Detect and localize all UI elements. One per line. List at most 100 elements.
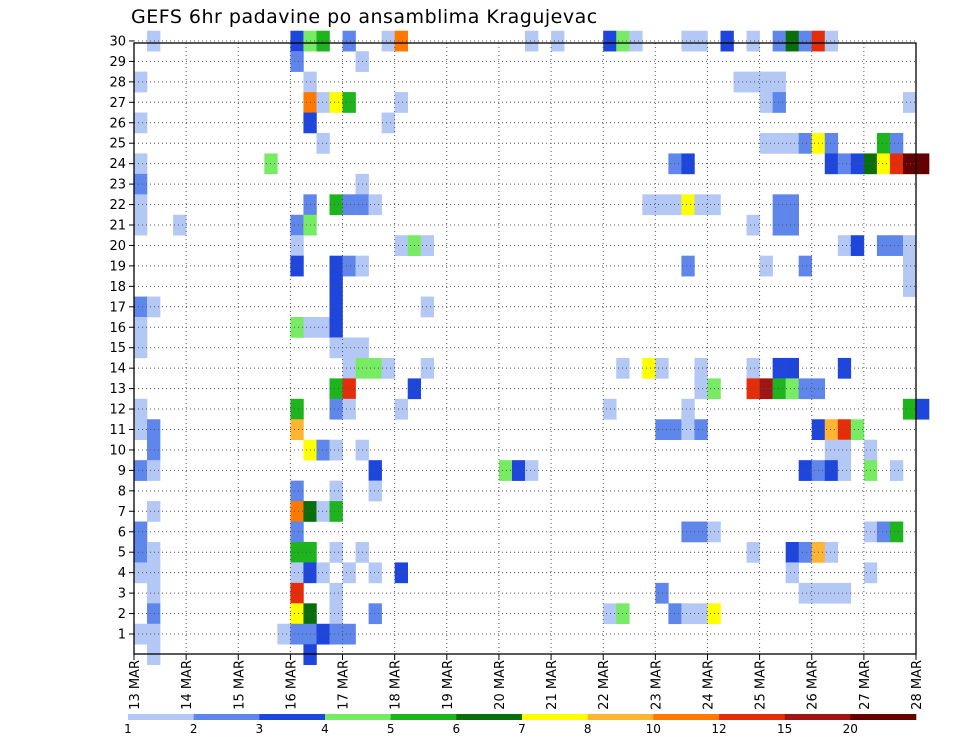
y-tick-label: 3 bbox=[118, 587, 126, 602]
legend-swatch bbox=[390, 714, 457, 720]
heatmap-cell bbox=[329, 276, 343, 297]
heatmap-cell bbox=[420, 235, 435, 256]
heatmap-cell bbox=[824, 460, 839, 481]
y-tick-label: 23 bbox=[109, 178, 126, 193]
plot-border bbox=[133, 42, 917, 655]
y-tick-label: 9 bbox=[118, 464, 126, 479]
heatmap-cell bbox=[772, 30, 786, 52]
heatmap-cell bbox=[329, 480, 343, 502]
heatmap-cell bbox=[746, 357, 760, 379]
heatmap-cell bbox=[316, 439, 330, 461]
chart-title: GEFS 6hr padavine po ansamblima Kragujev… bbox=[131, 6, 598, 28]
heatmap-cell bbox=[785, 562, 799, 584]
heatmap-cell bbox=[746, 214, 760, 236]
heatmap-cell bbox=[655, 582, 669, 604]
y-tick-label: 22 bbox=[109, 198, 126, 213]
heatmap-cell bbox=[824, 132, 839, 154]
heatmap-cell bbox=[785, 541, 799, 563]
heatmap-cell bbox=[785, 132, 799, 154]
heatmap-cell bbox=[772, 132, 786, 154]
heatmap-cell bbox=[290, 521, 304, 543]
heatmap-cell bbox=[147, 623, 161, 645]
heatmap-cell bbox=[329, 296, 343, 318]
x-tick-label: 21 MAR bbox=[545, 660, 560, 710]
heatmap-cell bbox=[329, 378, 343, 400]
y-tick-label: 21 bbox=[109, 219, 126, 234]
x-tick-label: 13 MAR bbox=[128, 660, 143, 710]
heatmap-cell bbox=[733, 71, 747, 93]
heatmap-cell bbox=[694, 419, 708, 441]
heatmap-cell bbox=[342, 562, 356, 584]
heatmap-cell bbox=[798, 30, 813, 52]
heatmap-cell bbox=[785, 214, 799, 236]
heatmap-cell bbox=[342, 398, 356, 420]
heatmap-cell bbox=[394, 30, 408, 52]
y-tick-label: 15 bbox=[109, 341, 126, 356]
heatmap-cell bbox=[850, 419, 865, 441]
heatmap-cell bbox=[694, 30, 708, 52]
heatmap-cell bbox=[420, 357, 435, 379]
y-tick-label: 11 bbox=[109, 423, 126, 438]
heatmap-cell bbox=[785, 357, 799, 379]
color-legend: 1 2 3 4 5 6 7 8 10 12 15 20 bbox=[124, 714, 917, 736]
heatmap-cell bbox=[772, 194, 786, 216]
heatmap-cell bbox=[290, 501, 304, 522]
heatmap-cell bbox=[329, 194, 343, 216]
heatmap-cell bbox=[316, 501, 330, 522]
legend-swatch bbox=[850, 714, 917, 720]
legend-swatch bbox=[784, 714, 851, 720]
x-tick-label: 14 MAR bbox=[180, 660, 195, 710]
heatmap-cell bbox=[681, 255, 695, 277]
heatmap-cell bbox=[290, 562, 304, 584]
heatmap-cell bbox=[876, 235, 891, 256]
heatmap-cell bbox=[498, 460, 513, 481]
heatmap-cell bbox=[551, 30, 565, 52]
y-tick-label: 16 bbox=[109, 321, 126, 336]
heatmap-cell bbox=[342, 378, 356, 400]
heatmap-cell bbox=[134, 153, 148, 175]
x-tick-label: 19 MAR bbox=[441, 660, 456, 710]
heatmap-cell bbox=[694, 194, 708, 216]
heatmap-cell bbox=[134, 296, 148, 318]
heatmap-cell bbox=[837, 153, 852, 175]
heatmap-cell bbox=[368, 562, 382, 584]
heatmap-cell bbox=[525, 30, 539, 52]
heatmap-cell bbox=[642, 194, 656, 216]
heatmap-cell bbox=[394, 92, 408, 113]
legend-level-label: 6 bbox=[452, 722, 460, 736]
heatmap-cell bbox=[368, 480, 382, 502]
heatmap-cell bbox=[134, 419, 148, 441]
heatmap-cell bbox=[746, 30, 760, 52]
y-tick-label: 20 bbox=[109, 239, 126, 254]
heatmap-cell bbox=[134, 398, 148, 420]
legend-level-label: 5 bbox=[387, 722, 395, 736]
x-tick-label: 17 MAR bbox=[337, 660, 352, 710]
heatmap-cell bbox=[368, 357, 382, 379]
heatmap-cell bbox=[329, 603, 343, 625]
heatmap-cell bbox=[134, 71, 148, 93]
heatmap-cell bbox=[798, 460, 813, 481]
heatmap-cell bbox=[837, 582, 852, 604]
heatmap-cell bbox=[876, 132, 891, 154]
heatmap-cell bbox=[290, 30, 304, 52]
heatmap-cell bbox=[837, 419, 852, 441]
heatmap-cell bbox=[316, 317, 330, 338]
heatmap-cell bbox=[342, 30, 356, 52]
heatmap-cell bbox=[902, 276, 917, 297]
y-tick-label: 17 bbox=[109, 300, 126, 315]
x-tick-label: 22 MAR bbox=[597, 660, 612, 710]
heatmap-cell bbox=[837, 460, 852, 481]
legend-level-label: 10 bbox=[646, 722, 661, 736]
heatmap-cell bbox=[824, 153, 839, 175]
heatmap-cell bbox=[329, 317, 343, 338]
legend-swatch bbox=[719, 714, 785, 720]
heatmap-cell bbox=[134, 214, 148, 236]
heatmap-cell bbox=[290, 317, 304, 338]
heatmap-cell bbox=[381, 30, 395, 52]
heatmap-cell bbox=[746, 71, 760, 93]
heatmap-cell bbox=[681, 521, 695, 543]
heatmap-cell bbox=[147, 296, 161, 318]
heatmap-cell bbox=[694, 378, 708, 400]
y-tick-label: 14 bbox=[109, 362, 126, 377]
y-tick-label: 1 bbox=[118, 628, 126, 643]
